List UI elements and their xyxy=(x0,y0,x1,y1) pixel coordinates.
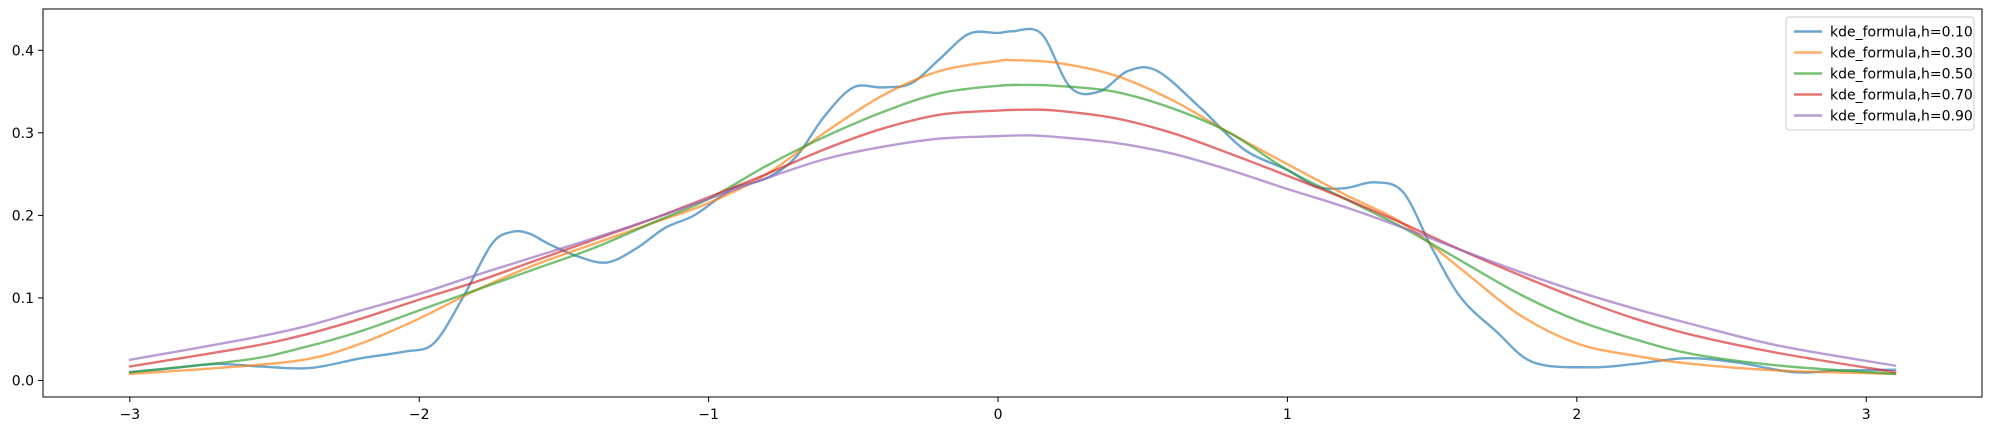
legend: kde_formula,h=0.10 kde_formula,h=0.30 kde_… xyxy=(1785,16,1975,131)
y-axis: 0.0 0.1 0.2 0.3 0.4 xyxy=(12,43,43,389)
y-tick-label: 0.4 xyxy=(12,43,34,59)
x-tick-label: 3 xyxy=(1862,407,1871,423)
y-tick-label: 0.2 xyxy=(12,208,34,224)
series-line-1 xyxy=(128,27,1897,374)
series-line-4 xyxy=(128,108,1897,374)
legend-label: kde_formula,h=0.30 xyxy=(1830,46,1973,62)
legend-label: kde_formula,h=0.70 xyxy=(1830,88,1973,104)
series-line-2 xyxy=(128,58,1897,376)
series-line-5 xyxy=(128,134,1897,367)
x-tick-label: −1 xyxy=(698,407,719,423)
legend-label: kde_formula,h=0.10 xyxy=(1830,25,1973,41)
x-tick-label: 2 xyxy=(1572,407,1581,423)
x-tick-label: 0 xyxy=(994,407,1003,423)
x-tick-label: −2 xyxy=(409,407,430,423)
x-axis: −3 −2 −1 0 1 2 3 xyxy=(120,397,1871,423)
x-tick-label: 1 xyxy=(1283,407,1292,423)
legend-box xyxy=(1785,16,1975,131)
x-tick-label: −3 xyxy=(120,407,141,423)
series-line-3 xyxy=(128,83,1897,376)
plot-area-frame xyxy=(42,8,1983,398)
series-layer xyxy=(128,27,1897,376)
y-tick-label: 0.3 xyxy=(12,126,34,142)
legend-label: kde_formula,h=0.50 xyxy=(1830,67,1973,83)
legend-label: kde_formula,h=0.90 xyxy=(1830,109,1973,125)
y-tick-label: 0.0 xyxy=(12,373,34,389)
y-tick-label: 0.1 xyxy=(12,291,34,307)
